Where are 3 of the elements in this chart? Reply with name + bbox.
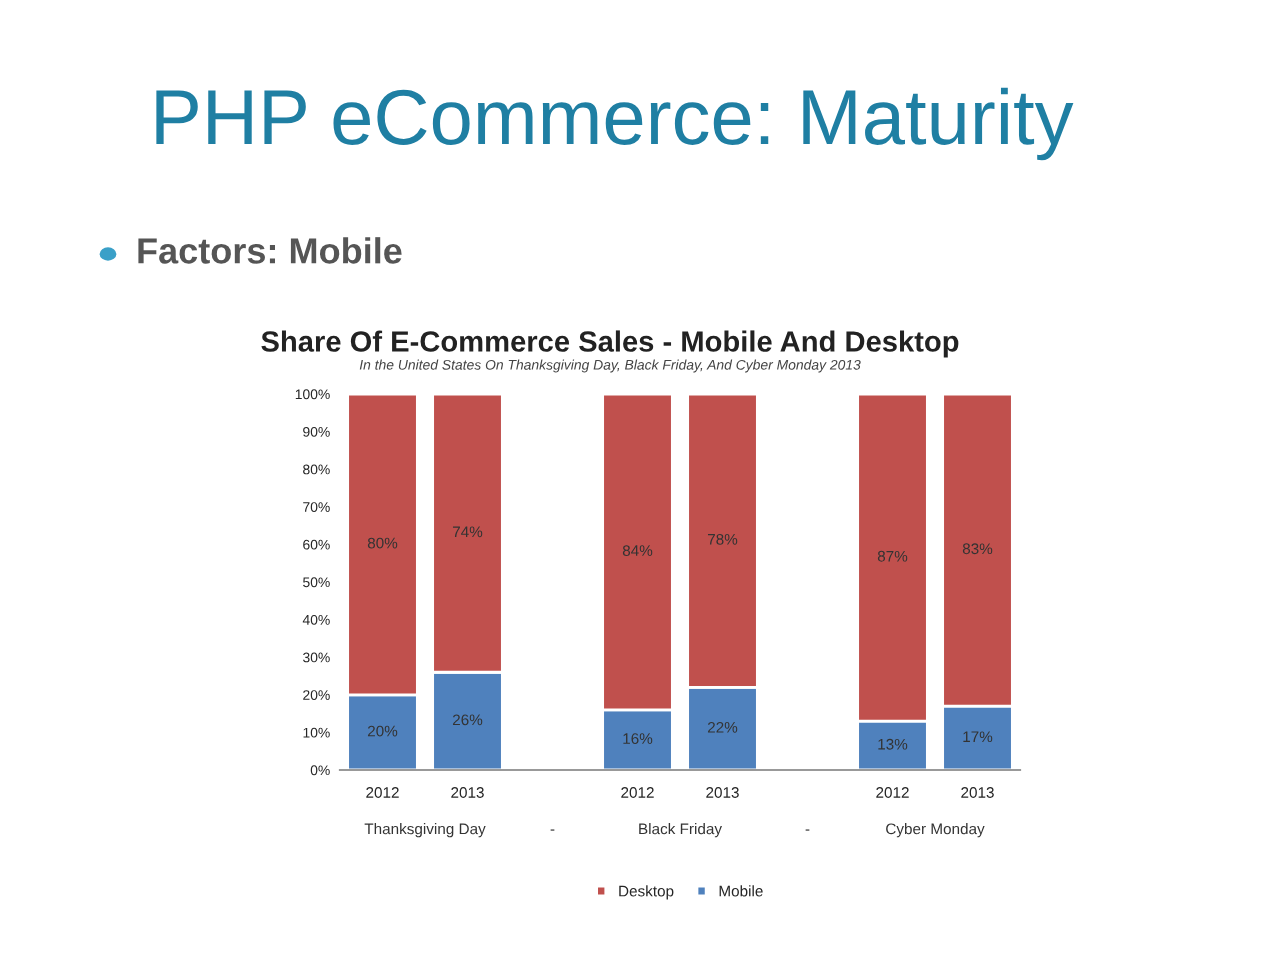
text: Factors: Mobile [138,237,402,264]
text: PHP eCommerce: Maturity [156,87,1074,161]
chart-title: Share Of E-Commerce Sales - Mobile And Desktop [261,330,959,358]
